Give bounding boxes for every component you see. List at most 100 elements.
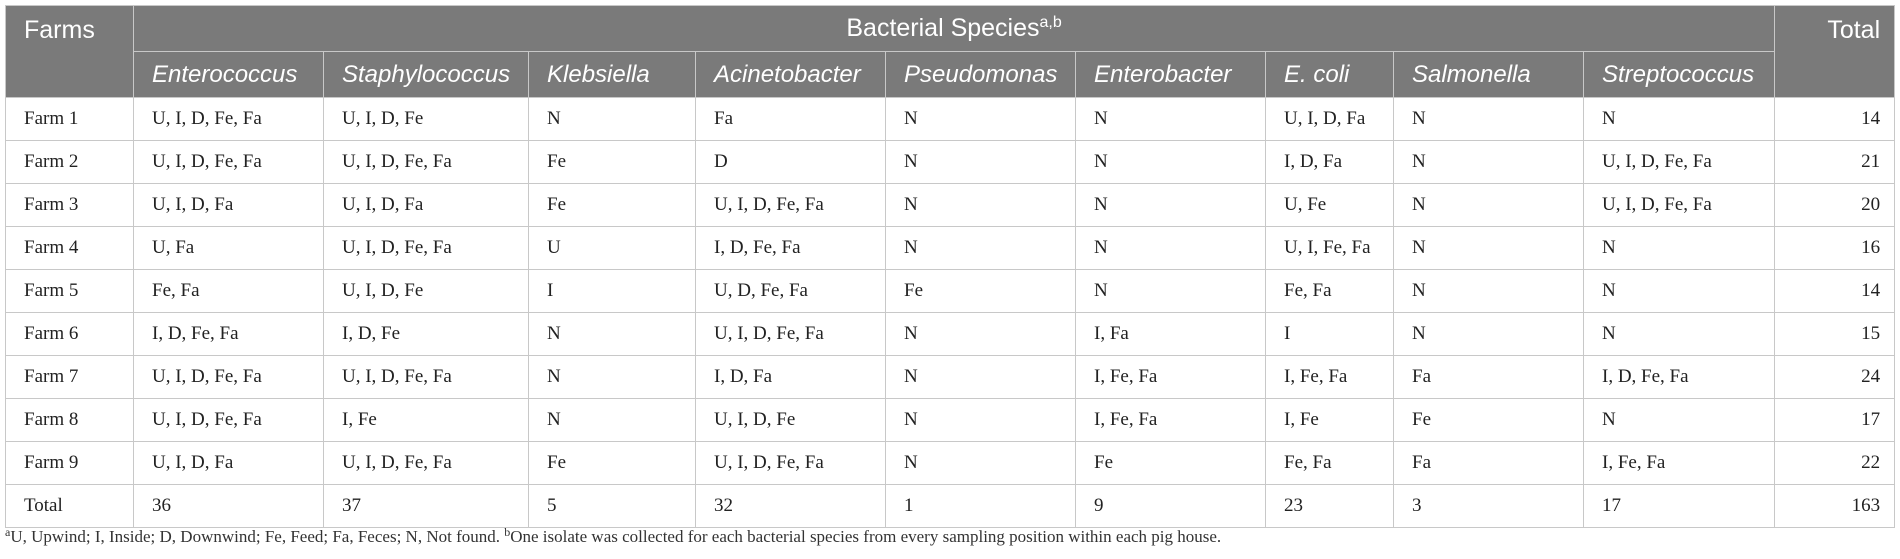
farm-name-cell: Farm 8 <box>5 398 134 442</box>
species-cell: 32 <box>695 484 886 528</box>
bacterial-species-group-header: Bacterial Speciesa,b <box>132 5 1776 52</box>
species-cell: Fe, Fa <box>1265 441 1394 485</box>
species-cell: U, I, D, Fe, Fa <box>133 355 324 399</box>
bacterial-species-table: Farms Bacterial Speciesa,b Total Enteroc… <box>5 5 1896 528</box>
table-container: Farms Bacterial Speciesa,b Total Enteroc… <box>5 5 1896 528</box>
species-cell: I, D, Fe, Fa <box>695 226 886 270</box>
species-cell: U, I, D, Fe, Fa <box>1582 140 1776 184</box>
species-cell: I, Fe, Fa <box>1265 355 1394 399</box>
species-cell: U, I, D, Fa <box>133 441 324 485</box>
species-cell: I, Fe, Fa <box>1582 441 1776 485</box>
species-cell: I, D, Fa <box>1265 140 1394 184</box>
species-cell: N <box>885 140 1076 184</box>
species-cell: U, D, Fe, Fa <box>695 269 886 313</box>
row-total-cell: 14 <box>1774 97 1896 141</box>
row-total-cell: 21 <box>1774 140 1896 184</box>
table-row: Farm 8 U, I, D, Fe, Fa I, Fe N U, I, D, Fe N I… <box>5 398 1896 442</box>
species-cell: 1 <box>885 484 1076 528</box>
farms-column-header: Farms <box>5 5 134 98</box>
table-row: Farm 4 U, Fa U, I, D, Fe, Fa U I, D, Fe, Fa N… <box>5 226 1896 270</box>
species-cell: U, I, D, Fe, Fa <box>133 140 324 184</box>
species-cell: N <box>1393 312 1584 356</box>
table-body: Farm 1 U, I, D, Fe, Fa U, I, D, Fe N Fa N N U, … <box>5 97 1896 528</box>
species-cell: I, D, Fe, Fa <box>1582 355 1776 399</box>
species-cell: N <box>1075 183 1266 227</box>
table-row: Farm 9 U, I, D, Fa U, I, D, Fe, Fa Fe U, I, … <box>5 441 1896 485</box>
species-cell: 36 <box>133 484 324 528</box>
species-cell: I <box>528 269 696 313</box>
species-cell: N <box>885 312 1076 356</box>
species-cell: Fe <box>528 140 696 184</box>
species-cell: U, I, D, Fa <box>323 183 529 227</box>
row-total-cell: 14 <box>1774 269 1896 313</box>
species-cell: N <box>528 355 696 399</box>
species-cell: I, Fe, Fa <box>1075 398 1266 442</box>
species-cell: I, D, Fe, Fa <box>133 312 324 356</box>
farm-name-cell: Farm 5 <box>5 269 134 313</box>
species-cell: N <box>885 355 1076 399</box>
species-cell: Fe, Fa <box>1265 269 1394 313</box>
species-cell: I, Fe <box>1265 398 1394 442</box>
species-header-staphylococcus: Staphylococcus <box>323 51 529 98</box>
species-cell: U, I, D, Fa <box>1265 97 1394 141</box>
species-cell: N <box>1582 97 1776 141</box>
species-cell: N <box>1393 269 1584 313</box>
species-cell: 23 <box>1265 484 1394 528</box>
species-cell: U, I, D, Fe, Fa <box>323 355 529 399</box>
species-cell: I, D, Fa <box>695 355 886 399</box>
species-cell: N <box>885 398 1076 442</box>
species-cell: U, I, D, Fe, Fa <box>1582 183 1776 227</box>
species-cell: U, I, D, Fe, Fa <box>133 97 324 141</box>
species-cell: Fa <box>1393 355 1584 399</box>
species-cell: N <box>1582 312 1776 356</box>
species-cell: Fe <box>1393 398 1584 442</box>
total-column-header: Total <box>1774 5 1896 98</box>
footnote-marker-b: b <box>504 525 511 539</box>
species-cell: N <box>1075 140 1266 184</box>
species-cell: Fa <box>695 97 886 141</box>
species-cell: 9 <box>1075 484 1266 528</box>
species-cell: U, I, D, Fe, Fa <box>695 183 886 227</box>
species-cell: N <box>528 312 696 356</box>
species-cell: N <box>1393 97 1584 141</box>
row-total-cell: 24 <box>1774 355 1896 399</box>
group-header-label: Bacterial Species <box>846 14 1040 42</box>
table-row: Farm 6 I, D, Fe, Fa I, D, Fe N U, I, D, Fe, … <box>5 312 1896 356</box>
species-cell: 37 <box>323 484 529 528</box>
species-cell: N <box>1075 226 1266 270</box>
species-cell: 5 <box>528 484 696 528</box>
farm-name-cell: Farm 2 <box>5 140 134 184</box>
table-row: Farm 7 U, I, D, Fe, Fa U, I, D, Fe, Fa N I, … <box>5 355 1896 399</box>
species-cell: N <box>885 183 1076 227</box>
row-total-cell: 17 <box>1774 398 1896 442</box>
row-total-cell: 15 <box>1774 312 1896 356</box>
species-cell: N <box>1582 269 1776 313</box>
species-cell: U, I, Fe, Fa <box>1265 226 1394 270</box>
species-header-e-coli: E. coli <box>1265 51 1394 98</box>
row-total-cell: 20 <box>1774 183 1896 227</box>
farm-name-cell: Farm 9 <box>5 441 134 485</box>
species-cell: U, Fe <box>1265 183 1394 227</box>
footnote-a-text: U, Upwind; I, Inside; D, Downwind; Fe, F… <box>10 527 505 546</box>
species-cell: Fe <box>528 183 696 227</box>
table-row: Farm 5 Fe, Fa U, I, D, Fe I U, D, Fe, Fa Fe N F… <box>5 269 1896 313</box>
species-header-acinetobacter: Acinetobacter <box>695 51 886 98</box>
species-header-enterococcus: Enterococcus <box>133 51 324 98</box>
species-cell: 3 <box>1393 484 1584 528</box>
species-cell: N <box>885 97 1076 141</box>
species-cell: Fe, Fa <box>133 269 324 313</box>
table-row: Farm 2 U, I, D, Fe, Fa U, I, D, Fe, Fa Fe D N… <box>5 140 1896 184</box>
row-total-cell: 163 <box>1774 484 1896 528</box>
farm-name-cell: Total <box>5 484 134 528</box>
species-cell: I, Fe, Fa <box>1075 355 1266 399</box>
farm-name-cell: Farm 7 <box>5 355 134 399</box>
footnote-b-text: One isolate was collected for each bacte… <box>510 527 1222 546</box>
species-cell: I, D, Fe <box>323 312 529 356</box>
farm-name-cell: Farm 4 <box>5 226 134 270</box>
species-cell: N <box>528 398 696 442</box>
species-cell: Fe <box>1075 441 1266 485</box>
species-cell: U <box>528 226 696 270</box>
species-header-klebsiella: Klebsiella <box>528 51 696 98</box>
species-cell: I, Fa <box>1075 312 1266 356</box>
species-cell: U, Fa <box>133 226 324 270</box>
